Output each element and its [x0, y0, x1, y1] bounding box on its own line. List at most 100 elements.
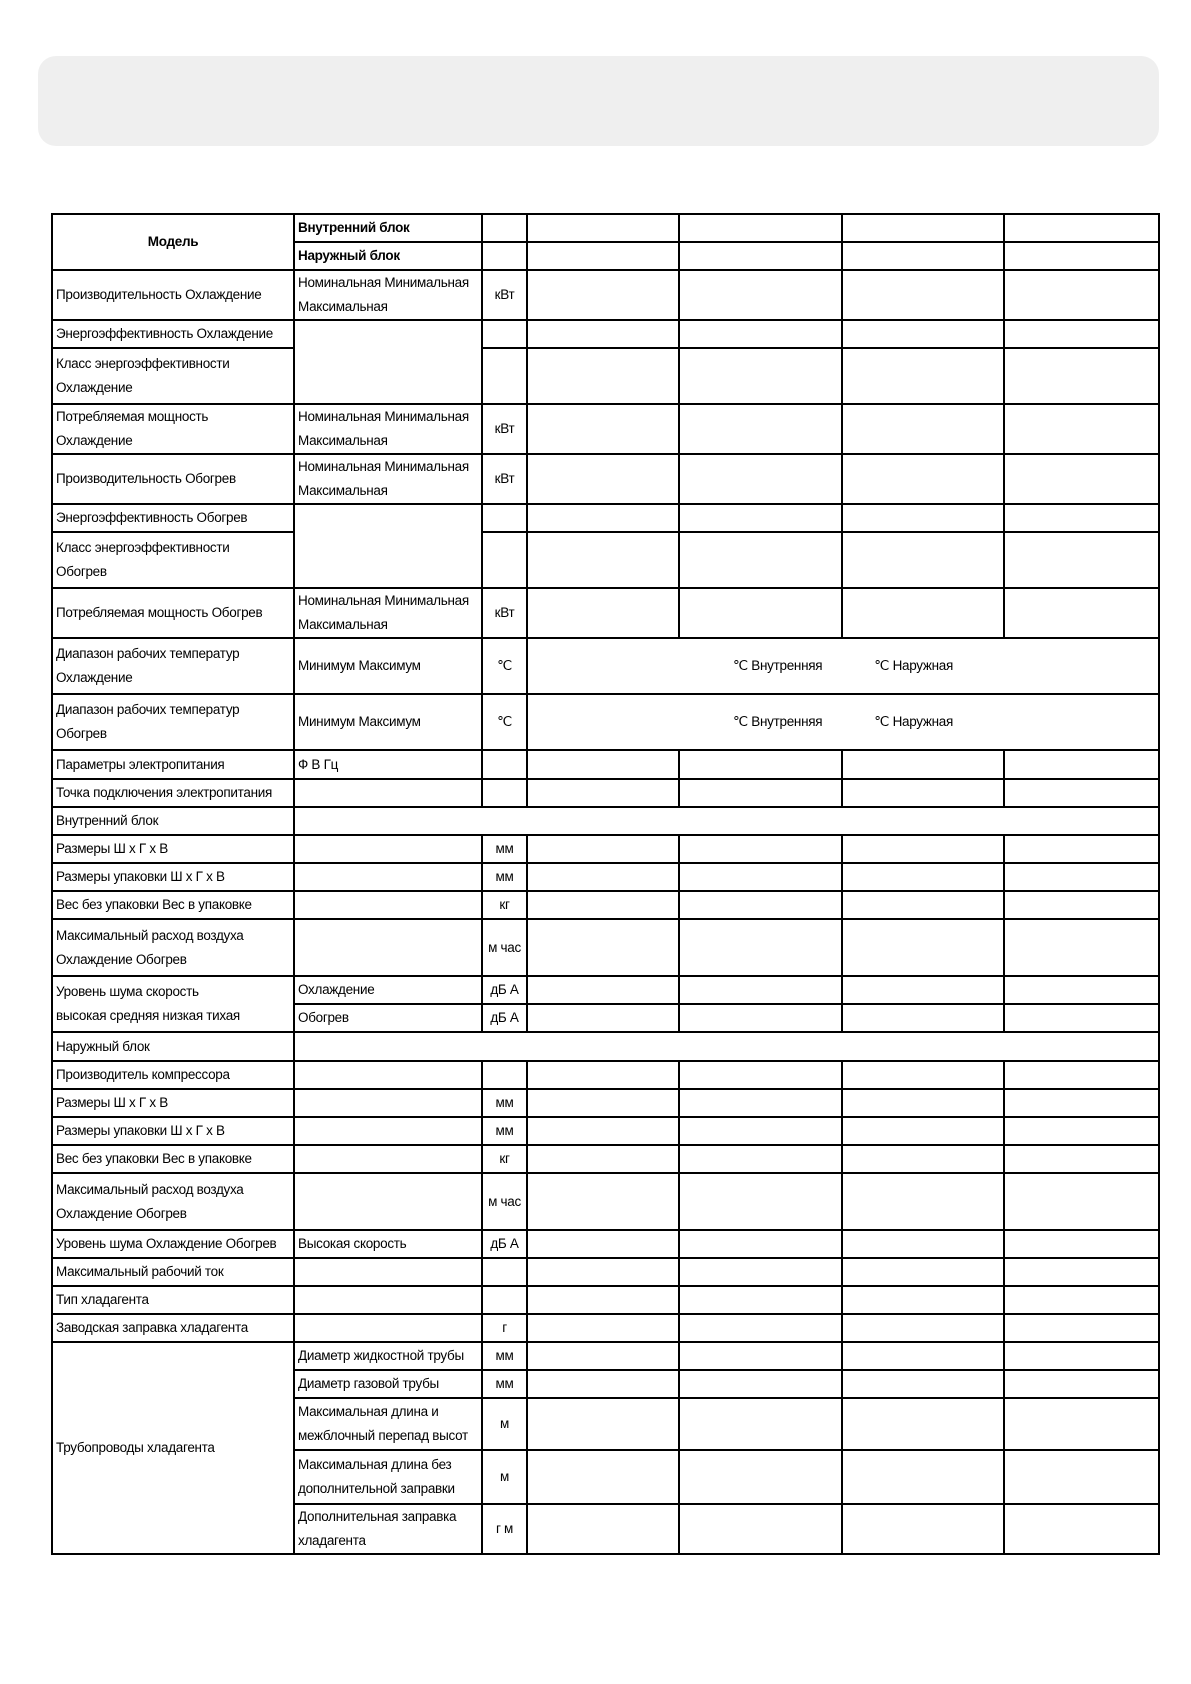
table-row: Диаметр газовой трубы мм: [52, 1369, 1160, 1399]
row-unit: дБ А: [481, 975, 528, 1005]
row-sublabel: [293, 1116, 483, 1146]
table-row: Размеры Ш x Г x В мм: [51, 1088, 1160, 1118]
row-label: Размеры упаковки Ш x Г x В: [51, 1116, 295, 1146]
row-label: Класс энергоэффективности Обогрев: [51, 531, 295, 589]
value-cell: [1003, 319, 1160, 349]
value-cell: [1003, 531, 1160, 589]
table-row: Трубопроводы хладагента Диаметр жидкостно…: [51, 1341, 1160, 1555]
row-unit: [481, 749, 528, 780]
row-label: Максимальный расход воздуха Охлаждение О…: [51, 1172, 295, 1231]
value-cell: [678, 1397, 843, 1451]
value-cell: [526, 453, 680, 505]
value-cell: [841, 1449, 1005, 1505]
row-unit: м час: [481, 918, 528, 977]
value-cell: [1003, 1229, 1160, 1259]
value-cell: [1003, 1397, 1160, 1451]
row-sublabel: Номинальная Минимальная Максимальная: [293, 269, 483, 321]
value-cell: [526, 503, 680, 533]
temperature-range-cell: ℃ Внутренняя ℃ Наружная: [526, 637, 1160, 695]
row-sublabel: [293, 918, 483, 977]
row-unit: г: [481, 1313, 528, 1343]
row-label: Уровень шума скорость высокая средняя ни…: [51, 975, 295, 1033]
row-unit: мм: [481, 1369, 528, 1399]
value-cell: [678, 269, 843, 321]
row-unit: [481, 347, 528, 405]
spec-table: Модель Внутренний блок Наружный блок Произв…: [51, 213, 1160, 1555]
row-unit: г м: [481, 1503, 528, 1555]
value-cell: [1003, 1257, 1160, 1287]
value-cell: [526, 1003, 680, 1033]
row-unit: м час: [481, 1172, 528, 1231]
row-label: Тип хладагента: [51, 1285, 295, 1315]
row-sublabel: [293, 862, 483, 892]
row-unit: кВт: [481, 269, 528, 321]
value-cell: [678, 1060, 843, 1090]
model-header: Модель: [51, 213, 295, 271]
table-row: Размеры Ш x Г x В мм: [51, 834, 1160, 864]
value-cell: [526, 778, 680, 808]
value-cell: [678, 1369, 843, 1399]
row-label: Заводская заправка хладагента: [51, 1313, 295, 1343]
value-cell: [841, 347, 1005, 405]
table-row: Энергоэффективность Охлаждение: [51, 319, 1160, 405]
value-cell: [1003, 975, 1160, 1005]
value-cell: [678, 503, 843, 533]
row-sublabel: [293, 1257, 483, 1287]
row-sublabel: Диаметр газовой трубы: [293, 1369, 483, 1399]
row-unit: кВт: [481, 403, 528, 455]
value-cell: [678, 749, 843, 780]
value-cell: [678, 1116, 843, 1146]
row-label: Энергоэффективность Обогрев: [51, 503, 295, 533]
value-cell: [1003, 1341, 1160, 1371]
row-sublabel: [293, 1060, 483, 1090]
empty-cell: [678, 241, 843, 271]
value-cell: [841, 1060, 1005, 1090]
row-unit: мм: [481, 1088, 528, 1118]
row-unit: ℃: [481, 693, 528, 751]
outdoor-temp-label: ℃ Наружная: [874, 658, 953, 673]
value-cell: [526, 834, 680, 864]
value-cell: [1003, 347, 1160, 405]
value-cell: [841, 1313, 1005, 1343]
table-row: Максимальный рабочий ток: [51, 1257, 1160, 1287]
row-label: Класс энергоэффективности Охлаждение: [51, 347, 295, 405]
value-cell: [678, 587, 843, 639]
value-cell: [526, 890, 680, 920]
row-sublabel: [293, 778, 483, 808]
value-cell: [841, 1144, 1005, 1174]
row-unit: кВт: [481, 453, 528, 505]
row-sublabel: Обогрев: [293, 1003, 483, 1033]
table-row: Обогрев дБ А: [52, 1003, 1160, 1033]
value-cell: [841, 319, 1005, 349]
table-row: Тип хладагента: [51, 1285, 1160, 1315]
value-cell: [526, 1449, 680, 1505]
table-row: Диапазон рабочих температур Обогрев Миним…: [51, 693, 1160, 751]
row-label: Параметры электропитания: [51, 749, 295, 780]
value-cell: [1003, 1449, 1160, 1505]
indoor-temp-label: ℃ Внутренняя: [733, 714, 823, 729]
value-cell: [1003, 1116, 1160, 1146]
row-unit: дБ А: [481, 1229, 528, 1259]
value-cell: [841, 587, 1005, 639]
row-sublabel: Минимум Максимум: [293, 637, 483, 695]
row-sublabel: [293, 503, 483, 589]
table-row: Точка подключения электропитания: [51, 778, 1160, 808]
row-unit: мм: [481, 1341, 528, 1371]
value-cell: [526, 1144, 680, 1174]
table-header-row: Модель Внутренний блок: [51, 213, 1160, 271]
row-label: Производитель компрессора: [51, 1060, 295, 1090]
row-unit: м: [481, 1397, 528, 1451]
table-row: Класс энергоэффективности Охлаждение: [51, 347, 1160, 405]
row-label: Потребляемая мощность Обогрев: [51, 587, 295, 639]
empty-cell: [841, 241, 1005, 271]
row-sublabel: [293, 319, 483, 405]
table-row: Размеры упаковки Ш x Г x В мм: [51, 1116, 1160, 1146]
row-sublabel: [293, 1172, 483, 1231]
value-cell: [526, 918, 680, 977]
table-row: Класс энергоэффективности Обогрев: [51, 531, 1160, 589]
table-row: Потребляемая мощность Охлаждение Номиналь…: [51, 403, 1160, 455]
outdoor-temp-label: ℃ Наружная: [874, 714, 953, 729]
row-sublabel: [293, 1144, 483, 1174]
row-unit: [481, 503, 528, 533]
row-sublabel: Номинальная Минимальная Максимальная: [293, 453, 483, 505]
